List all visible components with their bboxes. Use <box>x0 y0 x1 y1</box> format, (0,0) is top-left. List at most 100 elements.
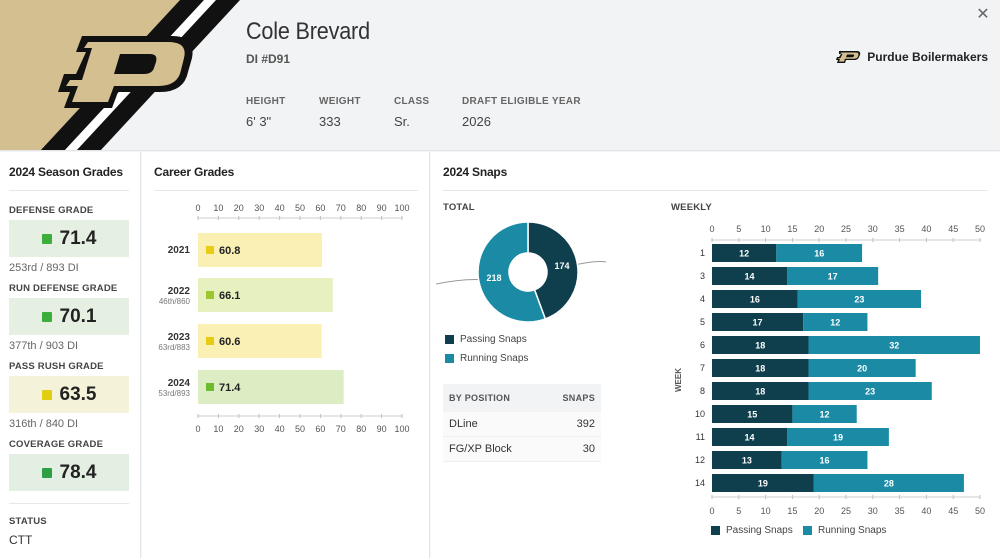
career-axis-tick-bottom: 50 <box>295 424 305 434</box>
running-snaps-value: 12 <box>830 318 840 328</box>
passing-snaps-bar[interactable] <box>712 405 793 423</box>
career-axis-tick-bottom: 60 <box>315 424 325 434</box>
career-axis-tick-bottom: 90 <box>377 424 387 434</box>
career-axis-tick-top: 70 <box>336 203 346 213</box>
coverage-grade-label: COVERAGE GRADE <box>9 439 104 450</box>
player-name: Cole Brevard <box>246 18 370 45</box>
weekly-snaps-chart: 0055101015152020252530303535404045455050… <box>674 224 985 516</box>
running-snaps-bar[interactable] <box>808 336 980 354</box>
running-snaps-bar[interactable] <box>792 405 857 423</box>
weekly-axis-tick-top: 5 <box>736 224 741 234</box>
career-year-label: 2022 <box>168 286 191 297</box>
career-grade-bar[interactable] <box>198 233 323 267</box>
snaps-panel: 2024 Snaps TOTAL WEEKLY 174 218 Passing S… <box>431 152 1000 558</box>
running-snaps-bar[interactable] <box>808 382 932 400</box>
weekly-axis-tick-top: 0 <box>709 224 714 234</box>
career-grade-value: 66.1 <box>219 290 240 302</box>
running-snaps-bar[interactable] <box>776 244 863 262</box>
run-defense-grade: RUN DEFENSE GRADE 70.1 377th / 903 DI <box>9 283 129 352</box>
weekly-legend-running: Running Snaps <box>803 525 886 536</box>
passing-snaps-value: 12 <box>739 249 749 259</box>
running-snaps-bar[interactable] <box>808 359 916 377</box>
passing-snaps-bar[interactable] <box>712 428 788 446</box>
grade-indicator-icon <box>206 383 214 391</box>
passing-snaps-value: 16 <box>750 295 760 305</box>
passing-snaps-value: 18 <box>755 341 765 351</box>
weekly-axis-tick-bottom: 35 <box>895 506 905 516</box>
run-defense-grade-label: RUN DEFENSE GRADE <box>9 283 118 294</box>
donut-slice-passing[interactable] <box>527 221 579 320</box>
career-year-rank: 53rd/893 <box>158 389 190 398</box>
running-snaps-bar[interactable] <box>797 290 922 308</box>
defense-grade-value: 71.4 <box>59 227 97 249</box>
team-logo-icon <box>836 51 861 63</box>
team-link[interactable]: Purdue Boilermakers <box>835 50 988 64</box>
defense-grade: DEFENSE GRADE 71.4 253rd / 893 DI <box>9 205 129 274</box>
running-snaps-bar[interactable] <box>803 313 868 331</box>
divider <box>9 503 129 504</box>
column-header-snaps[interactable]: SNAPS <box>542 384 601 412</box>
passing-snaps-bar[interactable] <box>712 244 777 262</box>
pass-rush-grade: PASS RUSH GRADE 63.5 316th / 840 DI <box>9 361 129 430</box>
weekly-axis-tick-bottom: 15 <box>787 506 797 516</box>
weekly-axis-tick-bottom: 20 <box>814 506 824 516</box>
weekly-axis-tick-bottom: 0 <box>709 506 714 516</box>
grade-indicator-icon <box>206 337 214 345</box>
weekly-axis-tick-top: 50 <box>975 224 985 234</box>
snaps-by-position-table: BY POSITION SNAPS DLine 392 FG/XP Block … <box>443 384 601 462</box>
career-axis-tick-bottom: 70 <box>336 424 346 434</box>
career-grade-value: 60.6 <box>219 336 240 348</box>
passing-snaps-bar[interactable] <box>712 336 809 354</box>
week-label: 6 <box>700 340 705 350</box>
running-snaps-value: 16 <box>814 249 824 259</box>
passing-snaps-bar[interactable] <box>712 313 804 331</box>
run-defense-grade-value: 70.1 <box>59 305 97 327</box>
donut-legend-running: Running Snaps <box>445 353 528 364</box>
running-snaps-value: 12 <box>820 410 830 420</box>
season-grades-title: 2024 Season Grades <box>9 165 123 179</box>
snaps-title: 2024 Snaps <box>443 165 508 179</box>
running-snaps-bar[interactable] <box>787 267 879 285</box>
career-grade-bar[interactable] <box>198 370 344 404</box>
run-defense-grade-box: 70.1 <box>9 298 129 335</box>
passing-snaps-bar[interactable] <box>712 267 788 285</box>
weekly-axis-tick-top: 40 <box>921 224 931 234</box>
column-header-position[interactable]: BY POSITION <box>443 384 543 412</box>
career-axis-tick-top: 40 <box>275 203 285 213</box>
pass-rush-grade-rank: 316th / 840 DI <box>9 418 79 430</box>
passing-snaps-bar[interactable] <box>712 359 809 377</box>
legend-running-label: Running Snaps <box>460 353 529 364</box>
passing-snaps-bar[interactable] <box>712 451 782 469</box>
passing-snaps-bar[interactable] <box>712 290 798 308</box>
running-snaps-bar[interactable] <box>813 474 964 492</box>
total-label: TOTAL <box>443 202 475 213</box>
running-snaps-value: 19 <box>833 433 843 443</box>
running-snaps-value: 23 <box>865 387 875 397</box>
close-icon[interactable]: ✕ <box>976 6 990 23</box>
career-grade-bar[interactable] <box>198 278 333 312</box>
passing-snaps-bar[interactable] <box>712 382 809 400</box>
career-year-label: 2023 <box>168 332 191 343</box>
donut-slice-running[interactable] <box>477 221 547 323</box>
season-grades-panel: 2024 Season Grades DEFENSE GRADE 71.4 25… <box>0 152 141 558</box>
career-grade-bar[interactable] <box>198 324 322 358</box>
passing-snaps-bar[interactable] <box>712 474 814 492</box>
career-year-label: 2024 <box>168 378 191 389</box>
height-stat: HEIGHT 6' 3" <box>246 96 286 129</box>
running-snaps-bar[interactable] <box>787 428 889 446</box>
weekly-legend-passing-label: Passing Snaps <box>726 525 793 536</box>
weight-stat: WEIGHT 333 <box>319 96 361 129</box>
draft-year-value: 2026 <box>462 114 491 129</box>
running-snaps-bar[interactable] <box>781 451 868 469</box>
purdue-p-logo-icon <box>58 36 193 108</box>
legend-swatch-icon <box>445 335 454 344</box>
career-axis-tick-top: 100 <box>394 203 409 213</box>
career-grades-title: Career Grades <box>154 165 235 179</box>
weekly-axis-tick-top: 30 <box>868 224 878 234</box>
week-label: 8 <box>700 386 705 396</box>
pass-rush-grade-label: PASS RUSH GRADE <box>9 361 104 372</box>
week-label: 10 <box>695 409 705 419</box>
class-stat: CLASS Sr. <box>394 96 429 129</box>
weekly-axis-tick-bottom: 30 <box>868 506 878 516</box>
defense-grade-box: 71.4 <box>9 220 129 257</box>
